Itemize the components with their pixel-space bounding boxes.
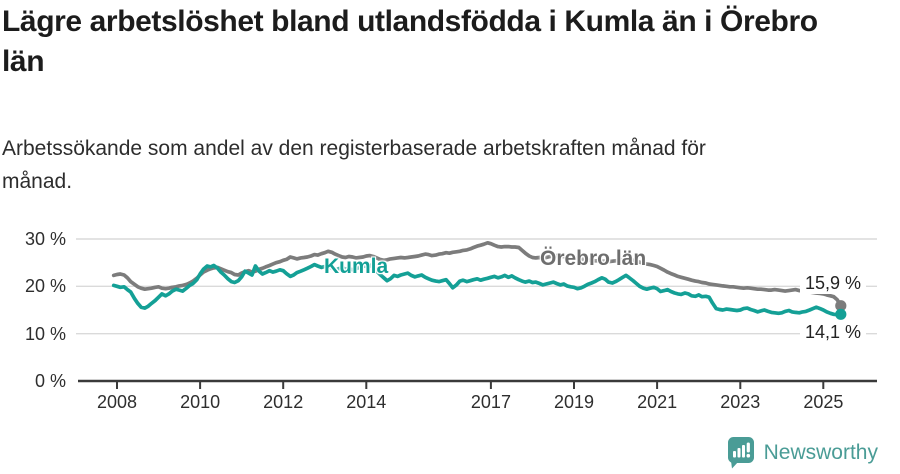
x-tick-label: 2017 [470, 392, 511, 412]
brand-name: Newsworthy [763, 441, 878, 464]
end-value-kumla: 14,1 % [799, 322, 866, 343]
chart-subtitle: Arbetssökande som andel av den registerb… [2, 137, 706, 193]
x-tick-label: 2010 [180, 392, 221, 412]
newsworthy-icon [727, 437, 755, 469]
end-value-orebro-lan: 15,9 % [799, 273, 866, 294]
y-tick-label: 10 % [24, 323, 66, 344]
x-tick-label: 2025 [803, 392, 844, 412]
x-tick-label: 2023 [720, 392, 761, 412]
chart-title: Lägre arbetslöshet bland utlandsfödda i … [2, 5, 818, 78]
x-tick-label: 2019 [554, 392, 595, 412]
y-tick-label: 30 % [24, 229, 66, 249]
newsworthy-brand-link[interactable]: Newsworthy [727, 437, 878, 469]
x-tick-label: 2012 [263, 392, 304, 412]
x-tick-label: 2008 [96, 392, 138, 412]
y-tick-label: 20 % [24, 276, 66, 297]
x-tick-label: 2021 [637, 392, 678, 412]
y-tick-label: 0 % [34, 371, 66, 391]
x-tick-label: 2014 [346, 392, 387, 412]
series-label-kumla: Kumla [324, 255, 389, 278]
series-label-orebro-lan: Örebro län [540, 247, 647, 270]
